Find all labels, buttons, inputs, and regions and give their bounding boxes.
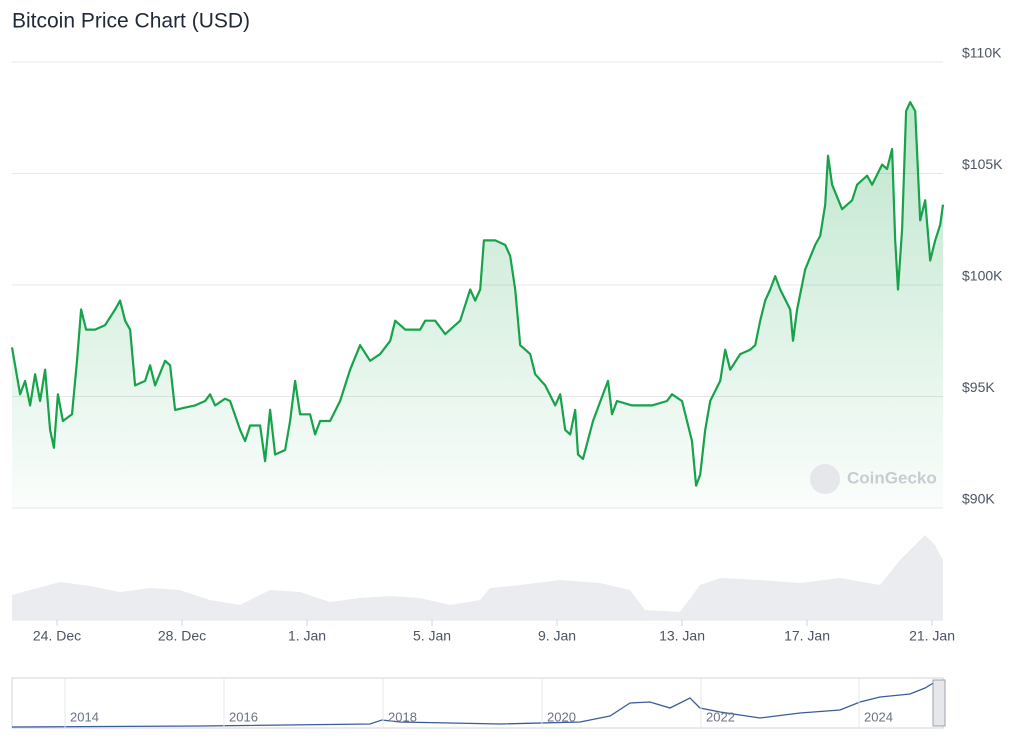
volume-area <box>12 535 943 620</box>
x-tick-label: 1. Jan <box>288 628 326 644</box>
x-tick-label: 9. Jan <box>538 628 576 644</box>
price-line <box>10 101 945 487</box>
navigator-label: 2018 <box>388 709 417 724</box>
x-tick-label: 28. Dec <box>158 628 206 644</box>
y-tick-label: $100K <box>962 268 1003 284</box>
x-tick-label: 17. Jan <box>784 628 830 644</box>
navigator-handle[interactable] <box>932 679 946 727</box>
x-tick-label: 13. Jan <box>659 628 705 644</box>
x-tick-label: 21. Jan <box>909 628 955 644</box>
y-tick-label: $105K <box>962 156 1003 172</box>
navigator-label: 2014 <box>70 709 99 724</box>
y-tick-label: $110K <box>962 45 1002 61</box>
x-tick-label: 5. Jan <box>413 628 451 644</box>
chart-title: Bitcoin Price Chart (USD) <box>12 10 250 33</box>
navigator-label: 2020 <box>547 709 576 724</box>
price-area <box>12 102 943 508</box>
y-tick-label: $95K <box>962 379 995 395</box>
navigator-label: 2024 <box>864 709 893 724</box>
y-tick-label: $90K <box>962 491 995 507</box>
area <box>12 102 943 508</box>
navigator-line <box>11 681 943 728</box>
navigator-frame <box>11 677 944 729</box>
navigator-label: 2022 <box>706 709 735 724</box>
x-tick-label: 24. Dec <box>33 628 81 644</box>
navigator <box>11 677 946 729</box>
navigator-label: 2016 <box>229 709 258 724</box>
watermark: CoinGecko <box>847 468 937 487</box>
watermark-logo <box>810 464 840 494</box>
